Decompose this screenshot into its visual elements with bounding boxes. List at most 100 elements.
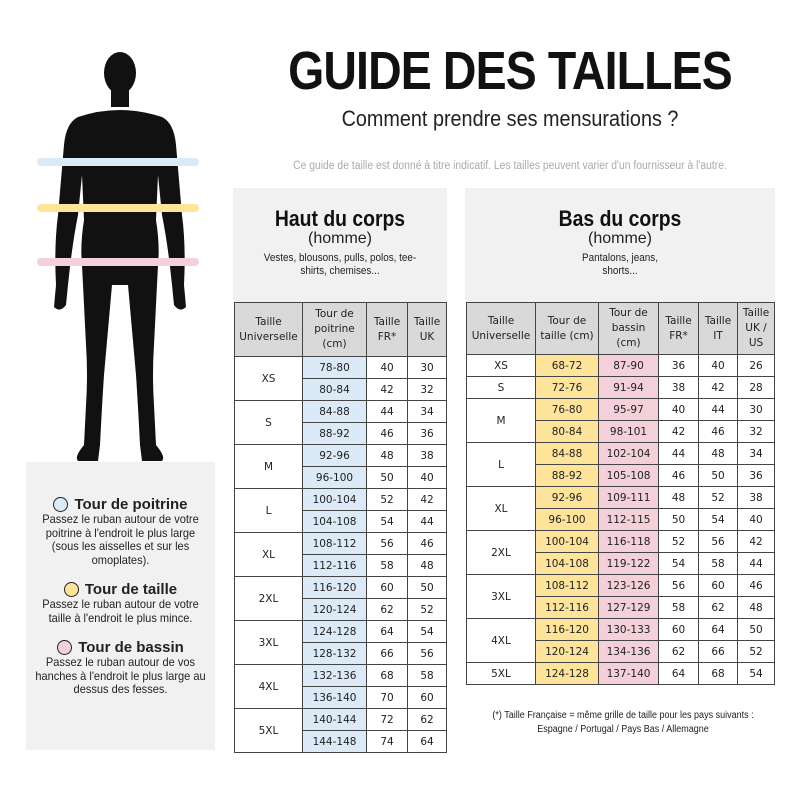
value-cell: 88-92 <box>535 464 599 487</box>
value-cell: 30 <box>407 356 447 379</box>
value-cell: 34 <box>407 400 447 423</box>
value-cell: 130-133 <box>598 618 659 641</box>
value-cell: 44 <box>698 398 738 421</box>
value-cell: 58 <box>698 552 738 575</box>
page-title: GUIDE DES TAILLES <box>288 41 733 101</box>
table-row: XS 68-72 87-90 36 40 26 <box>466 354 775 377</box>
value-cell: 46 <box>366 422 408 445</box>
footnote-line: Espagne / Portugal / Pays Bas / Allemagn… <box>537 724 709 735</box>
column-header: Taille FR* <box>366 302 408 357</box>
section-description: Pantalons, jeans, shorts... <box>582 252 658 277</box>
chest-circle-icon <box>53 497 69 512</box>
footnote-line: (*) Taille Française = même grille de ta… <box>492 710 754 721</box>
size-cell: M <box>466 398 536 443</box>
value-cell: 30 <box>737 398 775 421</box>
value-cell: 91-94 <box>598 376 659 399</box>
value-cell: 68-72 <box>535 354 599 377</box>
chest-measure-band <box>37 158 199 166</box>
value-cell: 116-120 <box>302 576 367 599</box>
value-cell: 70 <box>366 686 408 709</box>
table-row: 104-108 119-122 54 58 44 <box>467 552 775 575</box>
value-cell: 60 <box>698 574 738 597</box>
value-cell: 144-148 <box>302 730 367 753</box>
value-cell: 72 <box>366 708 408 731</box>
value-cell: 38 <box>407 444 447 467</box>
value-cell: 36 <box>407 422 447 445</box>
value-cell: 46 <box>658 464 699 487</box>
size-cell: S <box>466 376 536 399</box>
value-cell: 40 <box>698 354 738 377</box>
value-cell: 48 <box>737 596 775 619</box>
value-cell: 40 <box>658 398 699 421</box>
value-cell: 44 <box>737 552 775 575</box>
value-cell: 32 <box>407 378 447 401</box>
value-cell: 40 <box>407 466 447 489</box>
value-cell: 88-92 <box>302 422 367 445</box>
value-cell: 134-136 <box>598 640 659 663</box>
value-cell: 132-136 <box>302 664 367 687</box>
size-cell: XL <box>466 486 536 531</box>
value-cell: 60 <box>658 618 699 641</box>
waist-measure-band <box>37 204 199 212</box>
value-cell: 78-80 <box>302 356 367 379</box>
section-subtitle: (homme) <box>307 230 372 247</box>
table-row: XS 78-80 40 30 <box>234 356 447 401</box>
value-cell: 92-96 <box>535 486 599 509</box>
column-header: Taille IT <box>698 302 738 355</box>
value-cell: 74 <box>366 730 408 753</box>
value-cell: 46 <box>737 574 775 597</box>
value-cell: 87-90 <box>598 354 659 377</box>
table-row: 2XL 116-120 60 50 <box>234 576 447 621</box>
legend-chest: Tour de poitrine Passez le ruban autour d… <box>26 496 215 567</box>
value-cell: 80-84 <box>302 378 367 401</box>
value-cell: 116-120 <box>535 618 599 641</box>
size-cell: 3XL <box>466 574 536 619</box>
value-cell: 48 <box>407 554 447 577</box>
value-cell: 124-128 <box>302 620 367 643</box>
value-cell: 98-101 <box>598 420 659 443</box>
value-cell: 40 <box>366 356 408 379</box>
header-row: Taille Universelle Tour de poitrine (cm) T… <box>234 302 447 357</box>
value-cell: 64 <box>366 620 408 643</box>
value-cell: 124-128 <box>535 662 599 685</box>
value-cell: 50 <box>366 466 408 489</box>
legend-title: Tour de taille <box>84 581 178 598</box>
hips-circle-icon <box>57 640 73 655</box>
table-row: 96-100 50 40 <box>235 466 447 489</box>
value-cell: 52 <box>366 488 408 511</box>
value-cell: 32 <box>737 420 775 443</box>
table-row: 2XL 100-104 116-118 52 56 42 <box>466 530 775 575</box>
value-cell: 84-88 <box>302 400 367 423</box>
value-cell: 36 <box>737 464 775 487</box>
legend-title: Tour de poitrine <box>74 496 188 513</box>
value-cell: 46 <box>407 532 447 555</box>
value-cell: 48 <box>698 442 738 465</box>
table-row: 5XL 124-128 137-140 64 68 54 <box>466 662 775 685</box>
size-cell: 3XL <box>234 620 303 665</box>
value-cell: 66 <box>366 642 408 665</box>
value-cell: 52 <box>407 598 447 621</box>
value-cell: 123-126 <box>598 574 659 597</box>
value-cell: 42 <box>407 488 447 511</box>
value-cell: 60 <box>366 576 408 599</box>
column-header: Taille Universelle <box>466 302 536 355</box>
column-header: Tour de bassin (cm) <box>598 302 659 355</box>
value-cell: 28 <box>737 376 775 399</box>
value-cell: 112-116 <box>302 554 367 577</box>
table-row: L 100-104 52 42 <box>234 488 447 533</box>
table-row: 144-148 74 64 <box>235 730 447 753</box>
value-cell: 108-112 <box>302 532 367 555</box>
section-description: Vestes, blousons, pulls, polos, tee-shir… <box>263 252 417 277</box>
value-cell: 58 <box>658 596 699 619</box>
size-cell: 5XL <box>234 708 303 753</box>
value-cell: 54 <box>698 508 738 531</box>
value-cell: 46 <box>698 420 738 443</box>
legend-hips: Tour de bassin Passez le ruban autour de … <box>26 639 215 697</box>
value-cell: 64 <box>698 618 738 641</box>
value-cell: 40 <box>737 508 775 531</box>
size-cell: XL <box>234 532 303 577</box>
value-cell: 50 <box>658 508 699 531</box>
value-cell: 62 <box>698 596 738 619</box>
value-cell: 50 <box>737 618 775 641</box>
value-cell: 100-104 <box>302 488 367 511</box>
